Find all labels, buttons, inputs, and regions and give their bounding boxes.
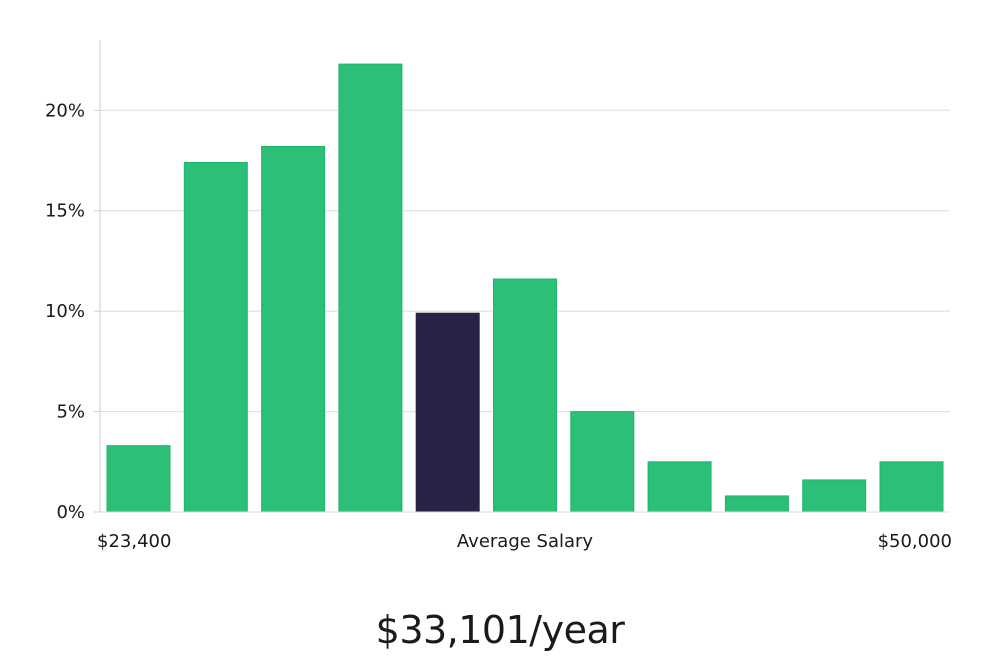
y-tick-label: 15% — [45, 201, 85, 222]
bar — [183, 162, 248, 513]
bar — [879, 461, 944, 513]
bar — [261, 146, 326, 513]
bar — [802, 479, 867, 513]
x-axis-title: Average Salary — [457, 531, 594, 552]
bar — [493, 278, 557, 513]
bar — [106, 445, 171, 513]
y-tick-labels: 0% 5% 10% 15% 20% — [45, 100, 85, 523]
x-max-label: $50,000 — [878, 531, 952, 552]
salary-histogram: 0% 5% 10% 15% 20% $23,400 Average Salary $50… — [45, 40, 952, 552]
bar-highlighted — [415, 312, 480, 513]
bar — [338, 63, 403, 513]
bar — [647, 461, 712, 513]
y-tick-label: 10% — [45, 301, 85, 322]
bars — [106, 63, 944, 513]
average-salary-value: $33,101/year — [375, 608, 625, 652]
y-tick-label: 20% — [45, 100, 85, 121]
y-tick-label: 0% — [56, 502, 85, 523]
x-min-label: $23,400 — [97, 531, 171, 552]
y-tick-label: 5% — [56, 402, 85, 423]
axes — [94, 40, 950, 513]
bar — [724, 495, 789, 513]
bar — [570, 411, 635, 513]
